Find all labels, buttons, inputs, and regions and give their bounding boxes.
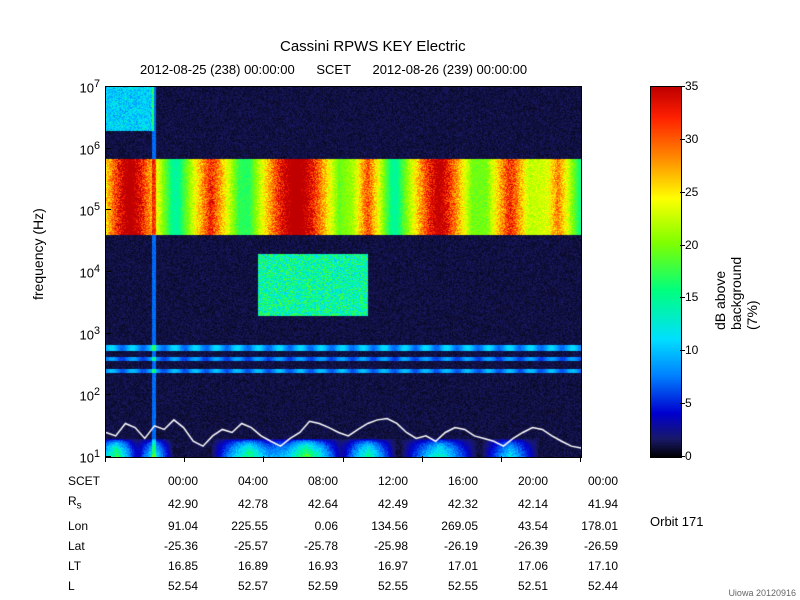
xtable-cell: 41.94 [556,492,624,515]
xtable-cell: 00:00 [556,472,624,490]
xtable-cell: 16.97 [346,557,414,575]
xtable-cell: 08:00 [276,472,344,490]
xtable-row-label: L [62,577,134,595]
xtable-cell: 52.57 [206,577,274,595]
plot-title: Cassini RPWS KEY Electric [280,38,466,55]
xtable-cell: 52.55 [346,577,414,595]
colorbar-tick: 20 [685,238,698,252]
orbit-label: Orbit 171 [650,514,703,529]
subtitle-right: 2012-08-26 (239) 00:00:00 [372,62,527,77]
xtable-cell: 91.04 [136,517,204,535]
colorbar-label: dB above background (7%) [712,242,760,330]
xtable-cell: -25.36 [136,537,204,555]
xtable-cell: 16.85 [136,557,204,575]
xtable-cell: 42.49 [346,492,414,515]
y-tick: 103 [60,325,100,342]
y-tick: 104 [60,263,100,280]
overlay-canvas [106,87,581,457]
colorbar-tick: 5 [685,396,692,410]
xtable-cell: -25.57 [206,537,274,555]
footer-credit: Uiowa 20120916 [728,588,796,598]
subtitle-left: 2012-08-25 (238) 00:00:00 [140,62,295,77]
xtable-cell: 16.89 [206,557,274,575]
xtable-cell: 16.93 [276,557,344,575]
colorbar-tick: 30 [685,132,698,146]
xtable-cell: 134.56 [346,517,414,535]
xtable-cell: 52.51 [486,577,554,595]
xtable-cell: 42.90 [136,492,204,515]
y-tick: 101 [60,448,100,465]
xtable-cell: 52.59 [276,577,344,595]
colorbar-tick: 35 [685,79,698,93]
colorbar-tick: 25 [685,185,698,199]
xtable-row-label: Lon [62,517,134,535]
xtable-cell: -25.78 [276,537,344,555]
xtable-cell: -25.98 [346,537,414,555]
xtable-cell: 20:00 [486,472,554,490]
xtable-row-label: SCET [62,472,134,490]
xtable-cell: 42.14 [486,492,554,515]
xtable-cell: 52.54 [136,577,204,595]
y-axis-label: frequency (Hz) [30,208,46,300]
plot-subtitle: 2012-08-25 (238) 00:00:00 SCET 2012-08-2… [140,62,527,77]
y-tick: 102 [60,386,100,403]
y-tick: 107 [60,78,100,95]
colorbar-canvas [651,87,681,457]
xtable-cell: 17.06 [486,557,554,575]
y-tick: 106 [60,140,100,157]
xtable-cell: 178.01 [556,517,624,535]
colorbar-tick: 0 [685,449,692,463]
colorbar-tick: 10 [685,343,698,357]
x-axis-data-table: SCET00:0004:0008:0012:0016:0020:0000:00R… [60,470,626,597]
xtable-cell: 0.06 [276,517,344,535]
xtable-cell: -26.19 [416,537,484,555]
xtable-cell: 04:00 [206,472,274,490]
xtable-cell: 52.44 [556,577,624,595]
subtitle-mid: SCET [316,62,350,77]
xtable-cell: 43.54 [486,517,554,535]
xtable-cell: -26.59 [556,537,624,555]
xtable-cell: 17.10 [556,557,624,575]
xtable-row-label: Lat [62,537,134,555]
xtable-row-label: LT [62,557,134,575]
xtable-cell: 12:00 [346,472,414,490]
xtable-row-label: Rs [62,492,134,515]
xtable-cell: 00:00 [136,472,204,490]
colorbar-tick: 15 [685,290,698,304]
xtable-cell: 42.32 [416,492,484,515]
xtable-cell: 42.78 [206,492,274,515]
xtable-cell: -26.39 [486,537,554,555]
y-tick: 105 [60,201,100,218]
xtable-cell: 16:00 [416,472,484,490]
xtable-cell: 52.55 [416,577,484,595]
colorbar [650,86,682,458]
xtable-cell: 42.64 [276,492,344,515]
xtable-cell: 269.05 [416,517,484,535]
xtable-cell: 225.55 [206,517,274,535]
xtable-cell: 17.01 [416,557,484,575]
spectrogram-plot [105,86,582,458]
